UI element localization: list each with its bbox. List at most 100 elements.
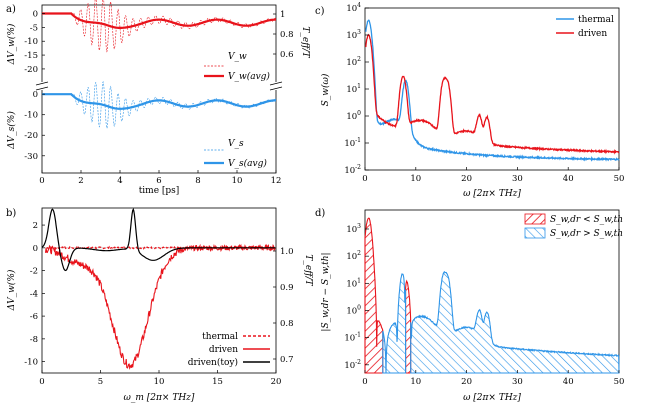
area-red-0 xyxy=(364,217,384,374)
y-tick-right-label: 0.6 xyxy=(280,50,294,60)
panel-d-legend: S_w,dr < S_w,th S_w,dr > S_w,th xyxy=(524,213,623,239)
x-tick-label: 10 xyxy=(410,377,421,387)
area-blue-0 xyxy=(382,273,407,374)
y-tick-label: 102 xyxy=(346,250,361,262)
y-tick-label: 2 xyxy=(33,221,38,231)
x-tick-label: 0 xyxy=(39,377,44,387)
panel-c-xlabel: ω [2π× THz] xyxy=(463,189,521,199)
y-tick-label: 0 xyxy=(33,90,38,100)
y-tick-label: 0 xyxy=(33,244,38,254)
y-tick-label: -20 xyxy=(24,65,38,75)
y-tick-label: 10-2 xyxy=(344,359,361,371)
y-tick-label: -4 xyxy=(30,289,38,299)
y-tick-label: -5 xyxy=(30,23,38,33)
x-tick-label: 4 xyxy=(117,176,122,186)
panel-a-top-ylabel: ΔV_w(%) xyxy=(6,23,17,65)
panel-b-frame xyxy=(41,207,277,374)
x-tick-label: 0 xyxy=(39,176,44,186)
series-driven xyxy=(365,33,620,155)
legend-driven-label: driven xyxy=(209,345,238,355)
y-tick-right-label: 1.0 xyxy=(280,247,294,257)
x-tick-label: 40 xyxy=(563,174,574,184)
panel-b-ylabel: ΔV_w(%) xyxy=(6,269,17,311)
y-tick-label: -2 xyxy=(30,267,38,277)
y-tick-label: -15 xyxy=(24,51,38,61)
y-tick-label: 100 xyxy=(346,110,361,122)
panel-a-xlabel: time [ps] xyxy=(139,186,180,196)
x-tick-label: 20 xyxy=(461,377,472,387)
panel-c-label: c) xyxy=(315,6,325,17)
y-tick-label: 103 xyxy=(346,29,361,41)
y-tick-label: 101 xyxy=(346,83,361,95)
y-tick-label: -30 xyxy=(24,152,38,162)
y-tick-label: -10 xyxy=(24,358,38,368)
area-red-1 xyxy=(405,279,412,374)
legend-driven-toy-label: driven(toy) xyxy=(188,357,238,368)
y-tick-label: 10-2 xyxy=(344,164,361,176)
panel-a-bottom-legend: V_s V_s(avg) xyxy=(204,139,267,169)
x-tick-label: 2 xyxy=(78,176,83,186)
x-tick-label: 30 xyxy=(512,377,523,387)
x-tick-label: 10 xyxy=(232,176,243,186)
x-tick-label: 15 xyxy=(212,377,223,387)
panel-d-ylabel: |S_w,dr − S_w,th| xyxy=(321,252,331,331)
panel-a-right-ylabel: T_eff/T xyxy=(300,26,310,58)
panel-c-legend: thermal driven xyxy=(556,15,614,39)
x-tick-label: 10 xyxy=(410,174,421,184)
panel-a-label: a) xyxy=(6,4,16,15)
y-tick-label: -10 xyxy=(24,111,38,121)
y-tick-right-label: 1 xyxy=(280,10,285,20)
y-tick-label: 10-1 xyxy=(344,137,361,149)
x-tick-label: 12 xyxy=(271,176,282,186)
y-tick-label: 10-1 xyxy=(344,332,361,344)
y-tick-label: -20 xyxy=(24,131,38,141)
y-tick-right-label: 0.7 xyxy=(280,355,294,365)
x-tick-label: 5 xyxy=(98,377,103,387)
legend-thermal-label: thermal xyxy=(202,332,238,342)
series-driven xyxy=(44,243,276,370)
y-tick-label: -10 xyxy=(24,37,38,47)
y-tick-label: 102 xyxy=(346,56,361,68)
x-tick-label: 30 xyxy=(512,174,523,184)
legend-vw-avg-label: V_w(avg) xyxy=(228,71,270,82)
panel-d-xlabel: ω [2π× THz] xyxy=(463,393,521,403)
y-tick-right-label: 0.8 xyxy=(280,30,294,40)
panel-b-legend: thermal driven driven(toy) xyxy=(188,332,270,368)
x-tick-label: 50 xyxy=(614,377,625,387)
legend-d-blue-swatch xyxy=(524,227,546,239)
y-tick-label: -8 xyxy=(30,335,38,345)
series-v-w xyxy=(42,0,277,53)
x-tick-label: 10 xyxy=(154,377,165,387)
legend-c-driven-label: driven xyxy=(578,29,607,39)
x-tick-label: 0 xyxy=(362,377,367,387)
y-tick-label: -6 xyxy=(30,312,38,322)
panel-a-axis-break xyxy=(35,81,283,91)
legend-c-thermal-label: thermal xyxy=(578,15,614,25)
legend-d-red-swatch xyxy=(524,213,546,225)
y-tick-right-label: 0.9 xyxy=(280,283,294,293)
panel-b-right-ylabel: T_eff/T xyxy=(303,254,313,286)
y-tick-label: 103 xyxy=(346,223,361,235)
y-tick-label: 0 xyxy=(33,10,38,20)
legend-vs-avg-label: V_s(avg) xyxy=(228,158,267,169)
series-thermal xyxy=(365,19,620,162)
series-driven-toy xyxy=(41,207,276,272)
y-tick-label: 104 xyxy=(346,2,361,14)
panel-b-label: b) xyxy=(6,208,16,219)
legend-vw-label: V_w xyxy=(228,52,247,62)
x-tick-label: 0 xyxy=(362,174,367,184)
x-tick-label: 20 xyxy=(271,377,282,387)
legend-d-red-label: S_w,dr < S_w,th xyxy=(550,215,623,225)
y-tick-label: 100 xyxy=(346,304,361,316)
y-tick-label: 101 xyxy=(346,277,361,289)
x-tick-label: 8 xyxy=(195,176,200,186)
series-v-w-avg- xyxy=(42,12,276,29)
panel-b: 0 5 10 15 20 20-2-4-6-8-10 1.00.90.80.7 ω_m … xyxy=(6,207,313,403)
x-tick-label: 50 xyxy=(614,174,625,184)
legend-vs-label: V_s xyxy=(228,139,244,149)
panel-a: 0 2 4 6 8 10 12 0 -5 -10 -15 -20 1 0.8 0.6 0 -10 -20 -3… xyxy=(6,0,310,196)
x-tick-label: 20 xyxy=(461,174,472,184)
panel-a-top-legend: V_w V_w(avg) xyxy=(204,52,270,82)
panel-c: 0 10 20 30 40 50 104 103 102 101 100 10-1 10-2 ω [2… xyxy=(320,2,624,199)
panel-d: 0 10 20 30 40 50 103 102 101 100 10-1 10-2 ω [2π× … xyxy=(321,209,625,403)
